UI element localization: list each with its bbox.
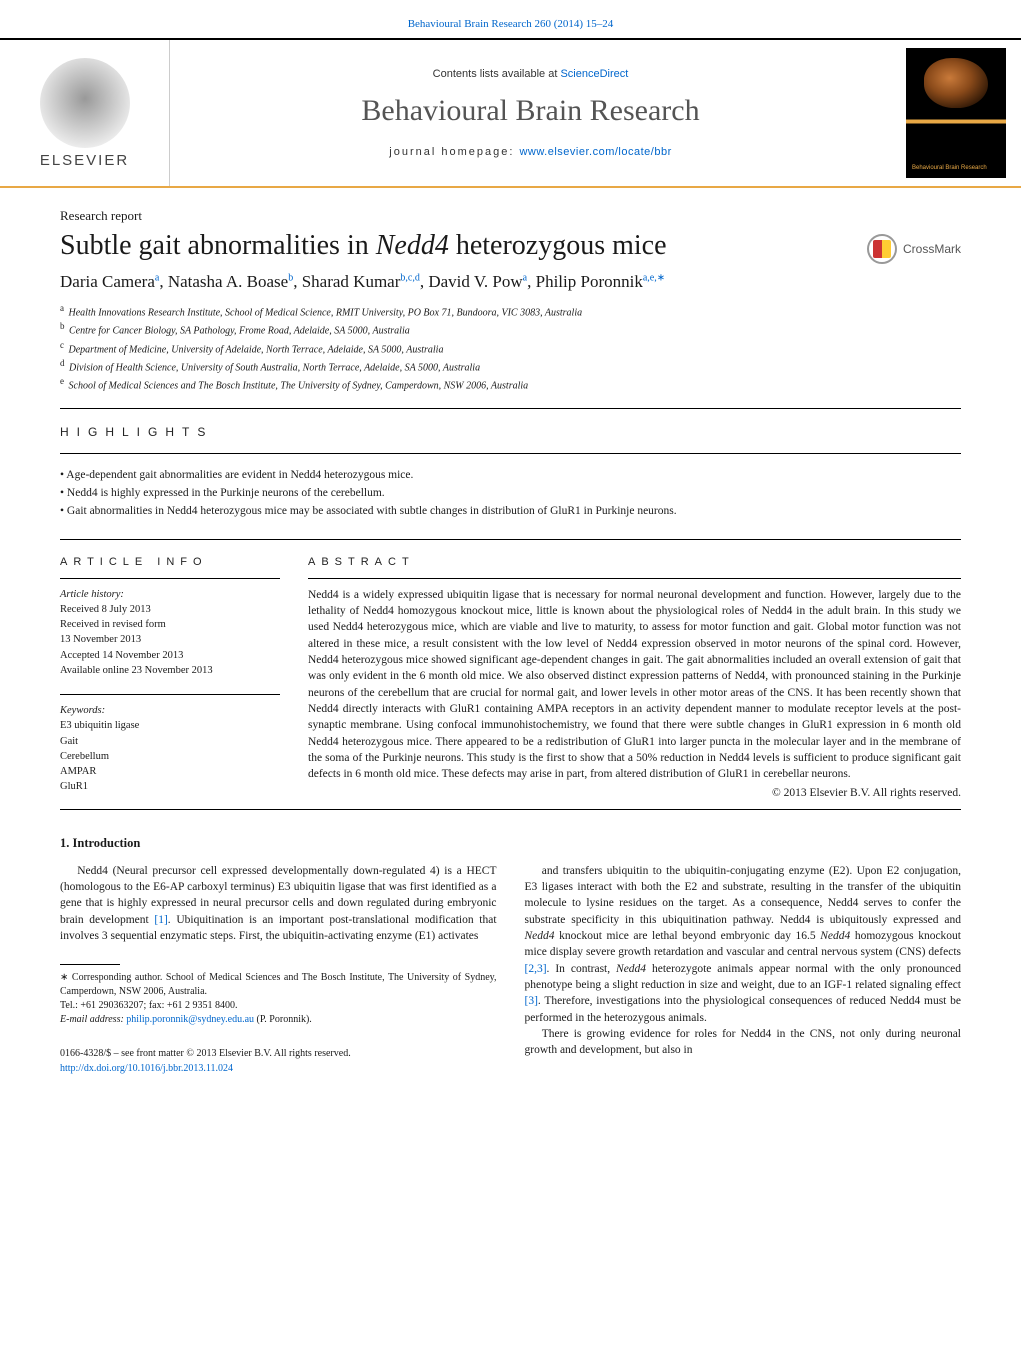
divider: [60, 408, 961, 409]
divider: [60, 694, 280, 695]
author-4: , David V. Pow: [420, 272, 523, 291]
homepage-prefix: journal homepage:: [389, 146, 519, 158]
contents-prefix: Contents lists available at: [433, 68, 561, 80]
abstract-col: ABSTRACT Nedd4 is a widely expressed ubi…: [308, 556, 961, 799]
abstract-text: Nedd4 is a widely expressed ubiquitin li…: [308, 587, 961, 783]
elsevier-tree-icon: [40, 58, 130, 148]
email-link[interactable]: philip.poronnik@sydney.edu.au: [126, 1014, 254, 1025]
affiliations: a Health Innovations Research Institute,…: [60, 302, 961, 394]
journal-cover-icon: Behavioural Brain Research: [906, 48, 1006, 178]
affiliation-a: a Health Innovations Research Institute,…: [60, 302, 961, 320]
intro-heading: 1. Introduction: [60, 836, 961, 851]
abstract-heading: ABSTRACT: [308, 556, 961, 568]
article-title: Subtle gait abnormalities in Nedd4 heter…: [60, 230, 867, 262]
homepage-link[interactable]: www.elsevier.com/locate/bbr: [519, 146, 671, 158]
article-type: Research report: [60, 208, 961, 224]
cover-thumb-block: Behavioural Brain Research: [891, 40, 1021, 186]
crossmark-badge[interactable]: CrossMark: [867, 234, 961, 264]
intro-p3: There is growing evidence for roles for …: [525, 1026, 962, 1059]
affiliation-c: c Department of Medicine, University of …: [60, 339, 961, 357]
header-citation: Behavioural Brain Research 260 (2014) 15…: [0, 0, 1021, 38]
ref-link[interactable]: [1]: [154, 914, 167, 926]
history-label: Article history:: [60, 587, 280, 602]
crossmark-icon: [867, 234, 897, 264]
article-info-col: ARTICLE INFO Article history: Received 8…: [60, 556, 280, 799]
abstract-copyright: © 2013 Elsevier B.V. All rights reserved…: [308, 787, 961, 799]
corresponding-author-note: ∗ Corresponding author. School of Medica…: [60, 971, 497, 999]
keyword: Gait: [60, 734, 280, 749]
highlight-item: Gait abnormalities in Nedd4 heterozygous…: [60, 502, 961, 520]
info-abstract-row: ARTICLE INFO Article history: Received 8…: [60, 556, 961, 799]
keywords-label: Keywords:: [60, 703, 280, 718]
keyword: GluR1: [60, 779, 280, 794]
email-label: E-mail address:: [60, 1014, 126, 1025]
divider: [60, 809, 961, 810]
citation-link[interactable]: Behavioural Brain Research 260 (2014) 15…: [408, 18, 614, 30]
intro-p2: and transfers ubiquitin to the ubiquitin…: [525, 863, 962, 1026]
history-accepted: Accepted 14 November 2013: [60, 648, 280, 663]
author-2: , Natasha A. Boase: [159, 272, 288, 291]
footnote-divider: [60, 964, 120, 965]
highlights-heading: HIGHLIGHTS: [60, 425, 961, 439]
issn-line: 0166-4328/$ – see front matter © 2013 El…: [60, 1047, 497, 1061]
highlight-item: Nedd4 is highly expressed in the Purkinj…: [60, 484, 961, 502]
divider: [60, 539, 961, 540]
footer-block: 0166-4328/$ – see front matter © 2013 El…: [60, 1047, 497, 1075]
title-pre: Subtle gait abnormalities in: [60, 230, 376, 261]
title-row: Subtle gait abnormalities in Nedd4 heter…: [60, 230, 961, 272]
sciencedirect-link[interactable]: ScienceDirect: [560, 68, 628, 80]
article-info-heading: ARTICLE INFO: [60, 556, 280, 568]
keyword: AMPAR: [60, 764, 280, 779]
footnote-block: ∗ Corresponding author. School of Medica…: [60, 964, 497, 1075]
affiliation-e: e School of Medical Sciences and The Bos…: [60, 375, 961, 393]
history-revised2: 13 November 2013: [60, 632, 280, 647]
ref-link[interactable]: [2,3]: [525, 963, 547, 975]
journal-name: Behavioural Brain Research: [361, 94, 699, 128]
main-content: Research report Subtle gait abnormalitie…: [0, 188, 1021, 1116]
highlights-list: Age-dependent gait abnormalities are evi…: [60, 466, 961, 521]
keyword: E3 ubiquitin ligase: [60, 718, 280, 733]
banner-center: Contents lists available at ScienceDirec…: [170, 40, 891, 186]
doi-link[interactable]: http://dx.doi.org/10.1016/j.bbr.2013.11.…: [60, 1063, 233, 1074]
history-received: Received 8 July 2013: [60, 602, 280, 617]
intro-p1: Nedd4 (Neural precursor cell expressed d…: [60, 863, 497, 945]
body-columns: Nedd4 (Neural precursor cell expressed d…: [60, 863, 961, 1076]
journal-banner: ELSEVIER Contents lists available at Sci…: [0, 38, 1021, 188]
email-suffix: (P. Poronnik).: [254, 1014, 312, 1025]
crossmark-label: CrossMark: [903, 242, 961, 256]
author-3: , Sharad Kumar: [293, 272, 400, 291]
cover-label: Behavioural Brain Research: [912, 165, 987, 172]
publisher-logo-block: ELSEVIER: [0, 40, 170, 186]
authors-line: Daria Cameraa, Natasha A. Boaseb, Sharad…: [60, 272, 961, 292]
footnotes: ∗ Corresponding author. School of Medica…: [60, 971, 497, 1027]
author-5-aff: a,e,∗: [643, 272, 665, 283]
author-1: Daria Camera: [60, 272, 155, 291]
author-5: , Philip Poronnik: [527, 272, 643, 291]
ref-link[interactable]: [3]: [525, 995, 538, 1007]
keyword: Cerebellum: [60, 749, 280, 764]
author-3-aff: b,c,d: [400, 272, 419, 283]
divider: [308, 578, 961, 579]
history-online: Available online 23 November 2013: [60, 663, 280, 678]
article-history: Article history: Received 8 July 2013 Re…: [60, 587, 280, 678]
affiliation-b: b Centre for Cancer Biology, SA Patholog…: [60, 320, 961, 338]
highlight-item: Age-dependent gait abnormalities are evi…: [60, 466, 961, 484]
affiliation-d: d Division of Health Science, University…: [60, 357, 961, 375]
publisher-name: ELSEVIER: [40, 152, 129, 169]
history-revised1: Received in revised form: [60, 617, 280, 632]
contents-line: Contents lists available at ScienceDirec…: [433, 68, 629, 80]
tel-fax: Tel.: +61 290363207; fax: +61 2 9351 840…: [60, 999, 497, 1013]
email-line: E-mail address: philip.poronnik@sydney.e…: [60, 1013, 497, 1027]
title-post: heterozygous mice: [449, 230, 667, 261]
divider: [60, 578, 280, 579]
keywords-block: Keywords: E3 ubiquitin ligase Gait Cereb…: [60, 703, 280, 794]
title-em: Nedd4: [376, 230, 449, 261]
divider: [60, 453, 961, 454]
journal-homepage-line: journal homepage: www.elsevier.com/locat…: [389, 146, 671, 158]
